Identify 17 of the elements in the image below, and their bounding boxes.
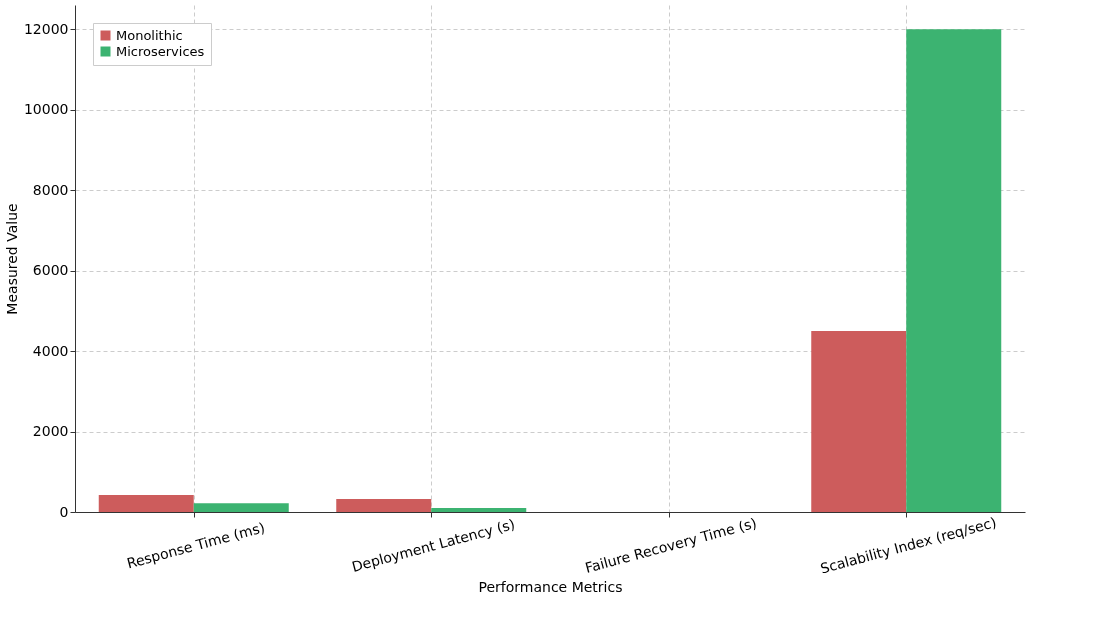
x-axis-title: Performance Metrics (478, 578, 623, 595)
legend-label: Microservices (116, 43, 205, 59)
y-tick-label: 6000 (32, 262, 69, 279)
legend-label: Monolithic (116, 27, 183, 43)
bar (811, 330, 907, 512)
y-tick-label: 4000 (32, 342, 69, 359)
y-tick-label: 2000 (32, 423, 69, 440)
y-tick-label: 12000 (23, 20, 69, 37)
bar (336, 499, 432, 512)
y-axis-title: Measured Value (3, 203, 20, 315)
y-tick-label: 8000 (32, 181, 69, 198)
bar (906, 29, 1002, 512)
bar (98, 495, 194, 512)
bar (431, 507, 527, 512)
bar (193, 503, 289, 512)
y-tick-label: 10000 (23, 101, 69, 118)
y-tick-label: 0 (59, 503, 69, 520)
